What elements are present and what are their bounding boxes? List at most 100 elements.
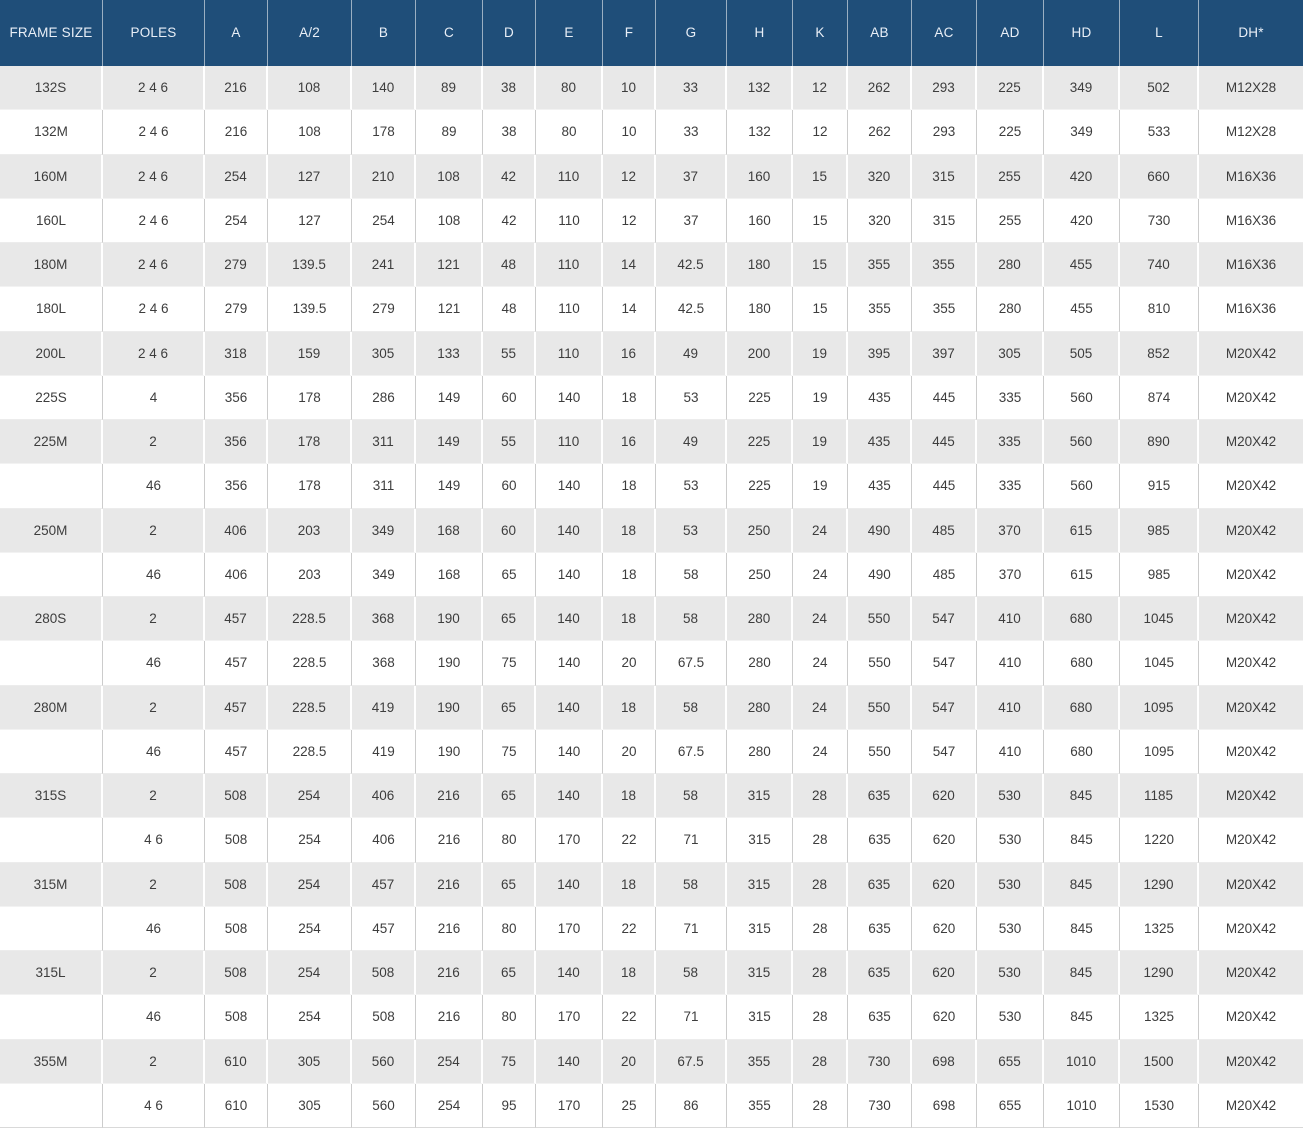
table-cell: 121 bbox=[416, 287, 483, 332]
table-cell: 160 bbox=[727, 198, 793, 243]
table-cell: 620 bbox=[912, 818, 977, 863]
table-cell: 457 bbox=[352, 906, 416, 951]
table-cell: 254 bbox=[416, 1039, 483, 1084]
frame-size-cell: 225S bbox=[0, 375, 103, 420]
table-row: 46 406 203 349 168 65 140 18 58 250 24 490 485 370 615… bbox=[0, 552, 1303, 597]
table-cell: 530 bbox=[977, 862, 1044, 907]
table-cell: 65 bbox=[483, 685, 536, 730]
frame-size-cell bbox=[0, 995, 103, 1040]
table-cell: 530 bbox=[977, 995, 1044, 1040]
table-cell: M20X42 bbox=[1199, 774, 1303, 819]
table-cell: 216 bbox=[416, 995, 483, 1040]
column-header-ab: AB bbox=[848, 0, 912, 66]
table-cell: 178 bbox=[268, 464, 352, 509]
frame-size-cell bbox=[0, 1083, 103, 1128]
frame-size-cell bbox=[0, 729, 103, 774]
frame-size-cell: 160M bbox=[0, 154, 103, 199]
table-cell: 502 bbox=[1120, 66, 1199, 111]
table-cell: 225 bbox=[727, 464, 793, 509]
table-cell: 80 bbox=[483, 818, 536, 863]
column-header-b: B bbox=[352, 0, 416, 66]
table-cell: 410 bbox=[977, 597, 1044, 642]
table-cell: 75 bbox=[483, 729, 536, 774]
table-cell: 620 bbox=[912, 995, 977, 1040]
table-cell: 315 bbox=[727, 951, 793, 996]
header-row: FRAME SIZE POLES A A/2 B C D E F G H K AB AC AD HD L DH* bbox=[0, 0, 1303, 66]
table-cell: 280 bbox=[977, 287, 1044, 332]
table-cell: 508 bbox=[205, 995, 268, 1040]
table-cell: 293 bbox=[912, 66, 977, 111]
table-cell: 140 bbox=[536, 862, 603, 907]
table-cell: 22 bbox=[603, 818, 656, 863]
table-cell: 20 bbox=[603, 729, 656, 774]
table-cell: 349 bbox=[352, 552, 416, 597]
table-cell: 315 bbox=[727, 862, 793, 907]
table-cell: 355 bbox=[912, 287, 977, 332]
table-cell: 2 bbox=[103, 597, 205, 642]
column-header-dh: DH* bbox=[1199, 0, 1303, 66]
table-cell: 4 6 bbox=[103, 818, 205, 863]
table-cell: 620 bbox=[912, 951, 977, 996]
table-cell: 254 bbox=[268, 951, 352, 996]
column-header-a-2: A/2 bbox=[268, 0, 352, 66]
table-cell: 46 bbox=[103, 641, 205, 686]
table-cell: 228.5 bbox=[268, 729, 352, 774]
table-cell: 178 bbox=[268, 420, 352, 465]
table-cell: 1095 bbox=[1120, 729, 1199, 774]
table-cell: M20X42 bbox=[1199, 464, 1303, 509]
column-header-g: G bbox=[656, 0, 727, 66]
table-cell: 190 bbox=[416, 729, 483, 774]
table-cell: 320 bbox=[848, 198, 912, 243]
table-cell: 368 bbox=[352, 641, 416, 686]
table-cell: 58 bbox=[656, 774, 727, 819]
table-row: 160L 2 4 6 254 127 254 108 42 110 12 37 160 15 320 31… bbox=[0, 198, 1303, 243]
table-cell: 28 bbox=[793, 774, 848, 819]
table-cell: 280 bbox=[727, 729, 793, 774]
table-cell: 60 bbox=[483, 464, 536, 509]
table-cell: 170 bbox=[536, 1083, 603, 1128]
table-cell: 455 bbox=[1044, 287, 1120, 332]
table-cell: 508 bbox=[352, 995, 416, 1040]
table-cell: 547 bbox=[912, 729, 977, 774]
table-cell: 216 bbox=[416, 862, 483, 907]
table-cell: 19 bbox=[793, 331, 848, 376]
table-cell: M20X42 bbox=[1199, 951, 1303, 996]
table-cell: 15 bbox=[793, 154, 848, 199]
column-header-k: K bbox=[793, 0, 848, 66]
table-cell: 140 bbox=[536, 774, 603, 819]
table-cell: 149 bbox=[416, 464, 483, 509]
table-cell: 14 bbox=[603, 287, 656, 332]
table-cell: 140 bbox=[352, 66, 416, 111]
table-cell: 140 bbox=[536, 375, 603, 420]
table-cell: 65 bbox=[483, 774, 536, 819]
table-cell: 20 bbox=[603, 1039, 656, 1084]
table-cell: 1185 bbox=[1120, 774, 1199, 819]
table-cell: 610 bbox=[205, 1083, 268, 1128]
frame-size-cell: 280M bbox=[0, 685, 103, 730]
table-cell: 1290 bbox=[1120, 951, 1199, 996]
table-row: 225M 2 356 178 311 149 55 110 16 49 225 19 435 445 335… bbox=[0, 420, 1303, 465]
table-cell: 37 bbox=[656, 198, 727, 243]
table-cell: 190 bbox=[416, 597, 483, 642]
table-cell: 18 bbox=[603, 552, 656, 597]
table-cell: 985 bbox=[1120, 508, 1199, 553]
table-cell: 108 bbox=[416, 198, 483, 243]
table-cell: 320 bbox=[848, 154, 912, 199]
table-cell: 420 bbox=[1044, 154, 1120, 199]
table-cell: 190 bbox=[416, 641, 483, 686]
table-cell: 490 bbox=[848, 508, 912, 553]
table-cell: 60 bbox=[483, 375, 536, 420]
table-cell: 42 bbox=[483, 154, 536, 199]
column-header-h: H bbox=[727, 0, 793, 66]
table-cell: 410 bbox=[977, 685, 1044, 730]
table-cell: 210 bbox=[352, 154, 416, 199]
table-cell: 254 bbox=[205, 198, 268, 243]
table-cell: 168 bbox=[416, 552, 483, 597]
table-row: 280S 2 457 228.5 368 190 65 140 18 58 280 24 550 547 4… bbox=[0, 597, 1303, 642]
table-cell: 530 bbox=[977, 774, 1044, 819]
table-cell: 550 bbox=[848, 685, 912, 730]
frame-size-cell bbox=[0, 464, 103, 509]
column-header-ad: AD bbox=[977, 0, 1044, 66]
table-cell: 280 bbox=[727, 597, 793, 642]
